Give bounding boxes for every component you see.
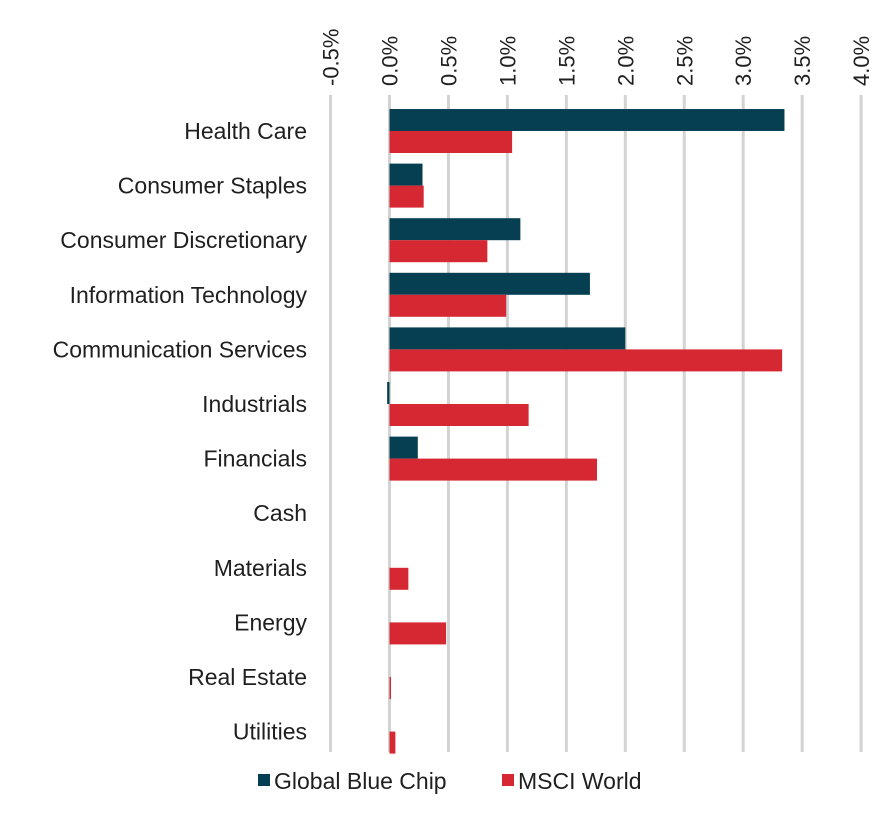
bar-global-blue-chip-financials: [389, 436, 418, 459]
bar-global-blue-chip-consumer-staples: [389, 163, 423, 186]
legend-swatch-global-blue-chip: [258, 774, 270, 786]
bar-msci-world-industrials: [389, 404, 529, 426]
bar-global-blue-chip-industrials: [387, 382, 390, 404]
legend-label-global-blue-chip: Global Blue Chip: [274, 768, 447, 794]
tick-label: 3.0%: [731, 36, 756, 86]
tick-label: 0.5%: [436, 36, 461, 86]
x-axis-tick-labels: -0.5% 0.0% 0.5% 1.0% 1.5% 2.0% 2.5% 3.0% 3.5% 4.0…: [319, 29, 875, 86]
legend-label-msci-world: MSCI World: [518, 768, 642, 794]
tick-label: 1.5%: [554, 36, 579, 86]
bar-global-blue-chip-consumer-discretionary: [389, 218, 521, 241]
bar-msci-world-health-care: [389, 131, 513, 153]
category-label-information-technology: Information Technology: [70, 282, 308, 308]
bars: [387, 109, 785, 754]
legend: Global Blue Chip MSCI World: [258, 768, 642, 794]
category-label-materials: Materials: [214, 555, 307, 581]
category-label-industrials: Industrials: [202, 391, 307, 417]
tick-label: 4.0%: [849, 36, 874, 86]
bar-msci-world-consumer-discretionary: [389, 240, 488, 263]
tick-label: -0.5%: [319, 29, 344, 86]
legend-swatch-msci-world: [502, 774, 514, 786]
category-label-health-care: Health Care: [184, 118, 307, 144]
bar-global-blue-chip-information-technology: [389, 272, 590, 295]
category-label-utilities: Utilities: [233, 719, 307, 745]
category-label-cash: Cash: [253, 500, 307, 526]
bar-global-blue-chip-communication-services: [389, 327, 626, 350]
bar-msci-world-information-technology: [389, 294, 507, 317]
category-label-real-estate: Real Estate: [188, 664, 307, 690]
tick-label: 1.0%: [495, 36, 520, 86]
tick-label: 3.5%: [790, 36, 815, 86]
bar-msci-world-financials: [389, 458, 598, 481]
tick-label: 0.0%: [378, 36, 403, 86]
category-labels: Health Care Consumer Staples Consumer Disc…: [53, 118, 308, 745]
bar-msci-world-communication-services: [389, 349, 783, 372]
category-label-communication-services: Communication Services: [53, 336, 307, 362]
bar-msci-world-energy: [389, 622, 447, 645]
bar-msci-world-materials: [389, 567, 409, 590]
tick-label: 2.0%: [613, 36, 638, 86]
bar-msci-world-consumer-staples: [389, 185, 424, 208]
category-label-consumer-staples: Consumer Staples: [118, 173, 307, 199]
bar-msci-world-real-estate: [389, 677, 391, 699]
tick-label: 2.5%: [672, 36, 697, 86]
category-label-consumer-discretionary: Consumer Discretionary: [60, 227, 307, 253]
bar-global-blue-chip-health-care: [389, 109, 785, 131]
bar-msci-world-utilities: [389, 731, 396, 754]
category-label-financials: Financials: [203, 446, 307, 472]
category-label-energy: Energy: [234, 609, 307, 635]
